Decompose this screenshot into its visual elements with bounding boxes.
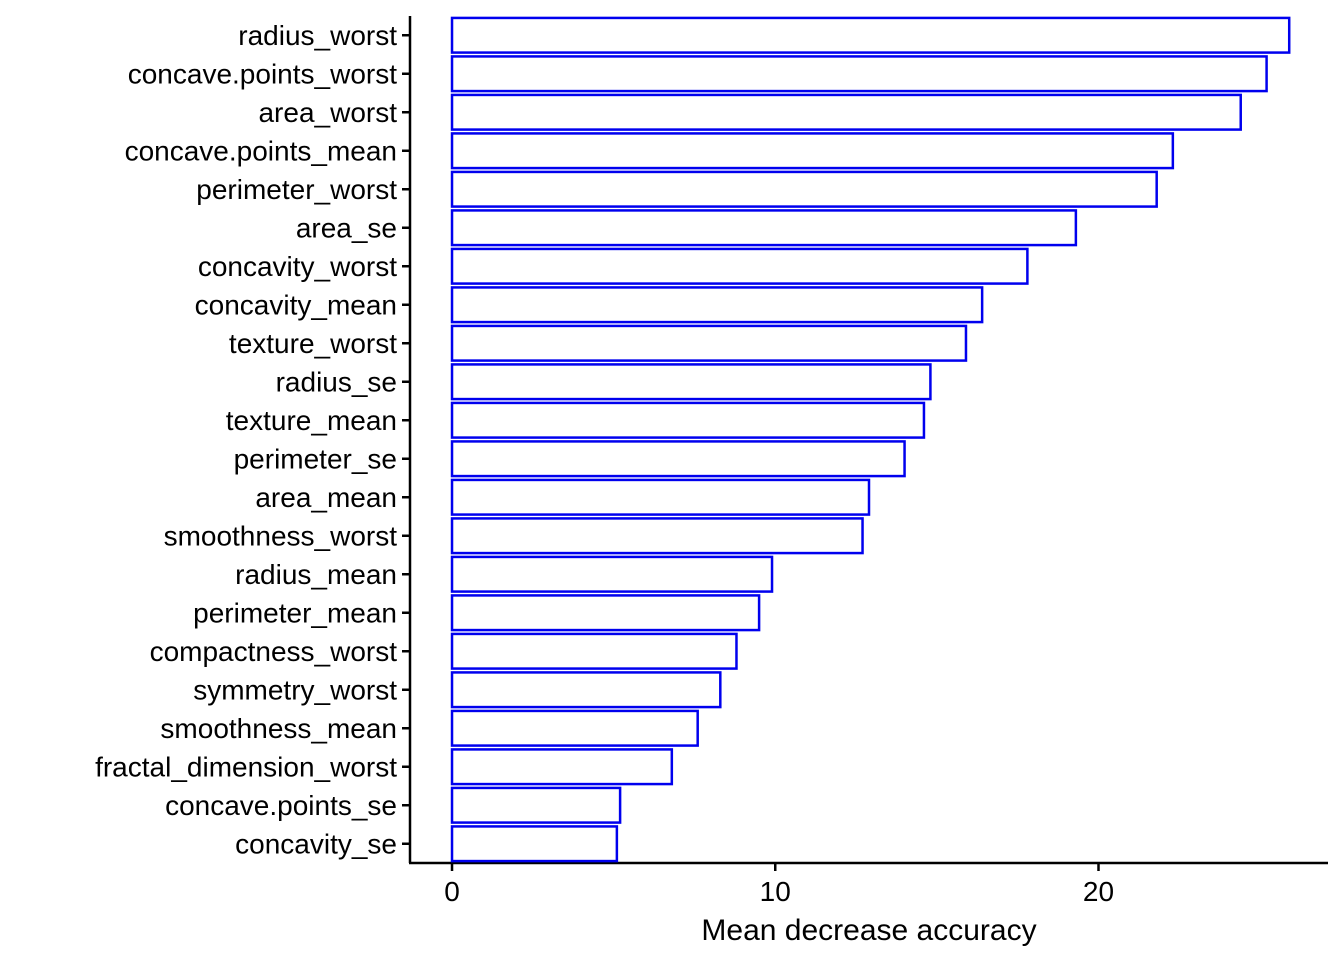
y-tick-labels: radius_worst concave.points_worst area_wor… — [95, 20, 410, 859]
y-tick-label: concave.points_worst — [128, 58, 397, 89]
bar-compactness_worst — [450, 632, 738, 670]
bar-concave.points_worst — [450, 55, 1268, 93]
bar-area_se — [450, 209, 1078, 247]
y-tick-label: concavity_mean — [195, 289, 397, 320]
bar-perimeter_mean — [450, 594, 761, 632]
x-tick-labels: 0 10 20 — [444, 863, 1114, 907]
bar-texture_mean — [450, 401, 926, 439]
y-tick-label: concave.points_mean — [125, 135, 397, 166]
bar-concavity_worst — [450, 247, 1029, 285]
bar-radius_mean — [450, 555, 774, 593]
y-tick-label: radius_worst — [238, 20, 397, 51]
y-tick-label: perimeter_worst — [196, 174, 397, 205]
y-tick-label: radius_se — [276, 366, 397, 397]
bar-perimeter_worst — [450, 170, 1158, 208]
bar-concave.points_mean — [450, 132, 1175, 170]
bar-concavity_mean — [450, 286, 984, 324]
bar-area_mean — [450, 478, 871, 516]
x-axis-title: Mean decrease accuracy — [701, 914, 1036, 947]
x-tick-label: 0 — [444, 876, 460, 907]
y-tick-label: perimeter_mean — [193, 597, 397, 628]
y-tick-label: concave.points_se — [165, 790, 397, 821]
y-tick-label: concavity_worst — [198, 251, 397, 282]
y-tick-label: radius_mean — [235, 559, 397, 590]
y-tick-label: texture_worst — [229, 328, 397, 359]
bar-fractal_dimension_worst — [450, 748, 674, 786]
y-tick-label: fractal_dimension_worst — [95, 751, 397, 782]
bar-symmetry_worst — [450, 671, 722, 709]
y-tick-label: perimeter_se — [234, 443, 397, 474]
bar-concave.points_se — [450, 786, 622, 824]
bars — [450, 16, 1291, 863]
y-tick-label: symmetry_worst — [193, 674, 397, 705]
y-tick-label: compactness_worst — [150, 636, 398, 667]
bar-perimeter_se — [450, 440, 906, 478]
bar-smoothness_mean — [450, 709, 699, 747]
x-tick-label: 20 — [1083, 876, 1114, 907]
y-tick-label: smoothness_mean — [160, 713, 397, 744]
y-tick-label: concavity_se — [235, 828, 397, 859]
y-tick-label: area_worst — [258, 97, 397, 128]
x-tick-label: 10 — [760, 876, 791, 907]
y-tick-label: smoothness_worst — [164, 520, 398, 551]
bar-texture_worst — [450, 324, 968, 362]
bar-area_worst — [450, 93, 1242, 131]
bar-radius_se — [450, 363, 932, 401]
y-tick-label: area_se — [296, 212, 397, 243]
bar-smoothness_worst — [450, 517, 864, 555]
y-tick-label: texture_mean — [226, 405, 397, 436]
bar-concavity_se — [450, 825, 619, 863]
bar-radius_worst — [450, 16, 1291, 54]
y-tick-label: area_mean — [255, 482, 397, 513]
